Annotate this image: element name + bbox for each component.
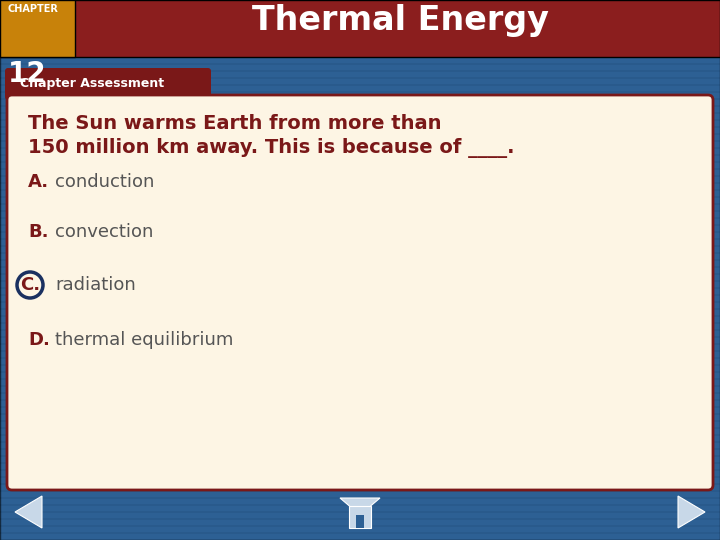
Text: CHAPTER: CHAPTER — [8, 4, 59, 14]
Text: radiation: radiation — [55, 276, 136, 294]
Text: 150 million km away. This is because of ____.: 150 million km away. This is because of … — [28, 138, 515, 158]
Text: Chapter Assessment: Chapter Assessment — [20, 78, 164, 91]
Text: thermal equilibrium: thermal equilibrium — [55, 331, 233, 349]
Text: B.: B. — [28, 223, 48, 241]
Text: Thermal Energy: Thermal Energy — [251, 4, 549, 37]
FancyBboxPatch shape — [5, 68, 211, 100]
FancyBboxPatch shape — [349, 506, 371, 528]
FancyBboxPatch shape — [7, 95, 713, 490]
Text: A.: A. — [28, 173, 49, 191]
Text: convection: convection — [55, 223, 153, 241]
Polygon shape — [678, 496, 705, 528]
Text: conduction: conduction — [55, 173, 154, 191]
FancyBboxPatch shape — [356, 515, 364, 528]
Polygon shape — [15, 496, 42, 528]
Text: C.: C. — [20, 276, 40, 294]
FancyBboxPatch shape — [0, 0, 75, 57]
Text: 12: 12 — [8, 60, 47, 88]
Text: The Sun warms Earth from more than: The Sun warms Earth from more than — [28, 114, 441, 133]
FancyBboxPatch shape — [0, 0, 720, 57]
Text: D.: D. — [28, 331, 50, 349]
Polygon shape — [340, 498, 380, 515]
